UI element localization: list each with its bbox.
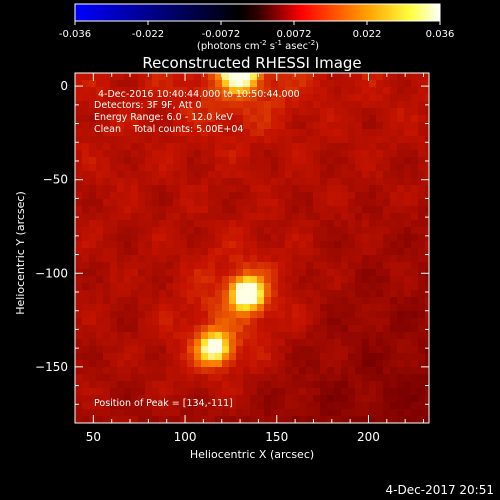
colorbar-tick-label: -0.036 (59, 29, 91, 40)
x-tick-label: 150 (265, 430, 288, 444)
annotation-energy: Energy Range: 6.0 - 12.0 keV (94, 112, 233, 123)
annotation-clean: Clean Total counts: 5.00E+04 (94, 124, 243, 135)
annotation-detectors: Detectors: 3F 9F, Att 0 (94, 100, 202, 111)
y-tick-label: −150 (35, 360, 68, 374)
annotations: 4-Dec-2016 10:40:44.000 to 10:50:44.000 … (94, 89, 300, 409)
y-tick-label: −100 (35, 266, 68, 280)
x-axis-label: Heliocentric X (arcsec) (190, 448, 314, 461)
colorbar-ticks: -0.036 -0.022 -0.0072 0.0072 0.022 0.036 (59, 21, 454, 40)
colorbar-tick-label: -0.022 (132, 29, 164, 40)
x-tick-label: 200 (357, 430, 380, 444)
x-tick-label: 50 (86, 430, 101, 444)
colorbar-units: (photons cm-2 s-1 asec-2) (197, 39, 319, 52)
colorbar-tick-label: 0.0072 (277, 29, 312, 40)
colorbar-tick-label: 0.036 (426, 29, 455, 40)
axis-ticks: 50 100 150 200 0 −50 −100 −150 (35, 73, 429, 444)
heatmap-image (75, 73, 429, 423)
colorbar-tick-label: 0.022 (353, 29, 382, 40)
chart-title: Reconstructed RHESSI Image (142, 54, 361, 72)
x-tick-label: 100 (174, 430, 197, 444)
plot-frame (74, 72, 430, 424)
colorbar (74, 3, 441, 22)
annotation-peak: Position of Peak = [134,-111] (94, 398, 233, 409)
annotation-time: 4-Dec-2016 10:40:44.000 to 10:50:44.000 (98, 89, 300, 100)
y-axis-label: Heliocentric Y (arcsec) (14, 191, 27, 315)
y-tick-label: −50 (43, 173, 68, 187)
colorbar-tick-label: -0.0072 (202, 29, 241, 40)
footer-timestamp: 4-Dec-2017 20:51 (386, 483, 494, 497)
y-tick-label: 0 (60, 79, 68, 93)
